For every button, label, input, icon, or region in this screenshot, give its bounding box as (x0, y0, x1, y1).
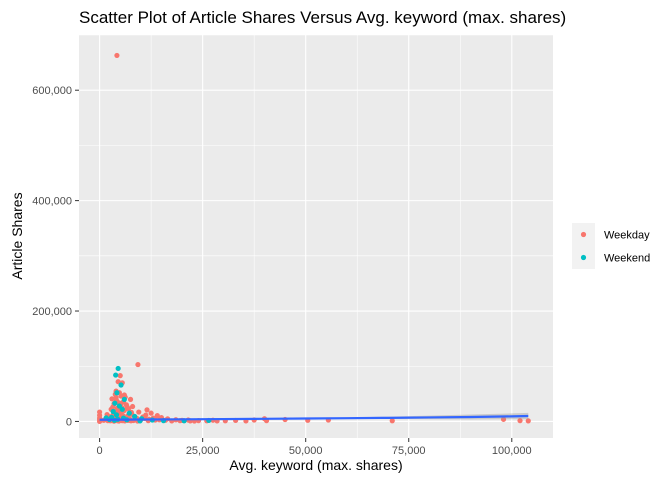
y-tick-label: 0 (66, 416, 72, 428)
scatter-point (124, 404, 130, 410)
scatter-point (127, 396, 134, 402)
minor-gridlines (79, 34, 553, 438)
legend-swatch (580, 231, 587, 238)
legend-item-weekday: Weekday (572, 223, 650, 246)
scatter-point (121, 392, 127, 398)
scatter-point (126, 410, 132, 416)
scatter-point (114, 52, 120, 59)
smooth-layer (99, 412, 529, 421)
x-tick-label: 0 (97, 445, 103, 457)
scatter-point (132, 413, 138, 420)
x-tick-label: 25,000 (186, 445, 220, 457)
legend-label: Weekday (604, 230, 650, 242)
y-axis-title: Article Shares (9, 192, 25, 279)
legend-label: Weekend (604, 253, 650, 265)
y-tick-label: 400,000 (32, 196, 72, 208)
scatter-point (143, 412, 149, 418)
scatter-point (525, 418, 531, 424)
legend: Weekday Weekend (572, 223, 650, 269)
scatter-point (148, 410, 154, 416)
scatter-point (113, 372, 119, 378)
scatter-point (113, 412, 120, 418)
y-axis: 0 200,000 400,000 600,000 (32, 85, 79, 428)
scatter-point (97, 417, 103, 423)
scatter-point (119, 406, 125, 412)
scatter-point (517, 418, 523, 424)
scatter-point (154, 413, 160, 419)
scatter-point (136, 409, 142, 415)
y-tick-label: 600,000 (32, 85, 72, 97)
scatter-point (118, 382, 124, 388)
smooth-trend-line (99, 414, 529, 421)
scatter-point (113, 395, 119, 401)
x-tick-label: 100,000 (492, 445, 532, 457)
scatter-point (389, 418, 395, 424)
legend-swatch (580, 254, 587, 261)
chart-title: Scatter Plot of Article Shares Versus Av… (79, 8, 566, 27)
scatter-point (500, 416, 507, 422)
scatter-point (129, 403, 136, 410)
y-tick-label: 200,000 (32, 306, 72, 318)
x-axis: 0 25,000 50,000 75,000 100,000 (97, 438, 532, 457)
scatter-point (144, 407, 150, 413)
scatter-point (109, 396, 115, 402)
x-tick-label: 50,000 (289, 445, 323, 457)
scatter-point (135, 361, 141, 368)
scatter-point (112, 400, 118, 406)
scatter-point (114, 390, 120, 396)
scatter-point (110, 408, 116, 415)
x-tick-label: 75,000 (392, 445, 426, 457)
scatter-point (121, 396, 127, 402)
legend-item-weekend: Weekend (572, 246, 650, 269)
scatter-point (117, 373, 123, 379)
plot-panel (79, 35, 553, 438)
scatter-point (115, 365, 121, 372)
x-axis-title: Avg. keyword (max. shares) (229, 457, 402, 473)
